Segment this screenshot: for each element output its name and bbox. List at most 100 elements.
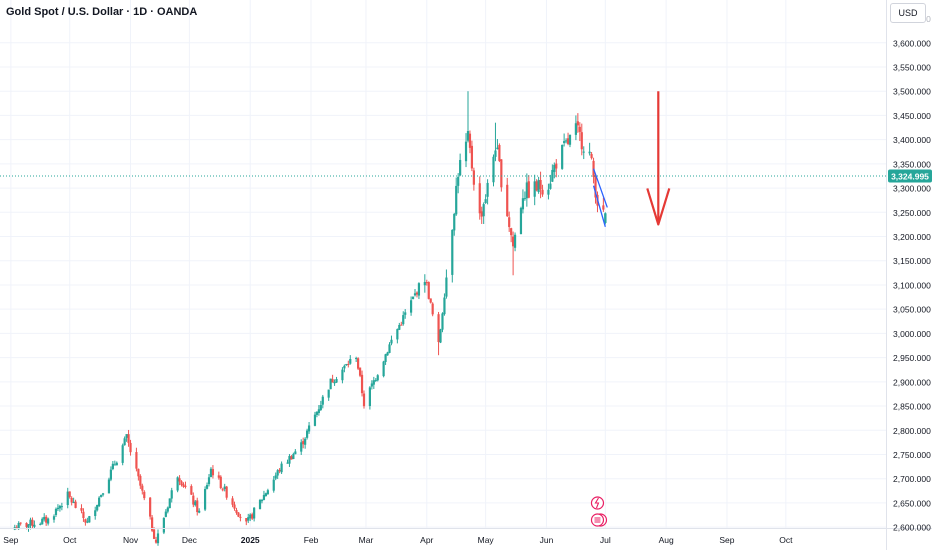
candle-body [569, 135, 571, 145]
candle-body [235, 510, 237, 513]
candle-body [129, 443, 131, 452]
grid-lines [0, 0, 886, 528]
candle-body [308, 425, 310, 431]
x-tick-label: 2025 [241, 535, 260, 545]
candle-body [27, 524, 29, 527]
candle-body [112, 464, 114, 469]
candle-body [143, 492, 145, 498]
candle-body [110, 470, 112, 480]
candle-body [424, 282, 426, 285]
candle-body [333, 382, 335, 383]
candle-body [373, 380, 375, 384]
currency-button[interactable]: USD [890, 3, 926, 23]
candle-body [604, 213, 606, 223]
candle-body [226, 487, 228, 498]
candle-body [590, 154, 592, 158]
candle-body [102, 493, 104, 494]
x-tick-label: Apr [420, 535, 433, 545]
candle-body [261, 500, 263, 501]
candle-body [469, 134, 471, 148]
x-tick-label: Jun [540, 535, 554, 545]
candle-body [190, 486, 192, 495]
candle-body [67, 492, 69, 505]
candle-body [96, 505, 98, 510]
candle-body [341, 370, 343, 381]
candle-body [398, 325, 400, 330]
candle-body [259, 500, 261, 509]
candle-body [575, 123, 577, 135]
candle-body [583, 152, 585, 153]
candle-body [426, 282, 428, 283]
candle-body [135, 452, 137, 469]
candle-body [410, 300, 412, 312]
candle-body [139, 476, 141, 486]
candle-body [165, 512, 167, 517]
candle-body [522, 198, 524, 209]
x-tick-label: Feb [304, 535, 319, 545]
candle-body [292, 454, 294, 459]
candle-body [547, 190, 549, 195]
candle-body [520, 208, 522, 234]
candle-body [171, 490, 173, 498]
candle-body [233, 505, 235, 509]
candle-body [251, 514, 253, 518]
candle-body [357, 358, 359, 368]
candle-body [494, 151, 496, 157]
candle-body [328, 390, 330, 398]
candle-body [359, 368, 361, 376]
candle-body [402, 315, 404, 324]
candle-body [122, 445, 124, 463]
y-tick-label: 3,050.000 [893, 305, 931, 315]
candle-body [218, 475, 220, 477]
candle-body [71, 498, 73, 502]
y-tick-label: 3,350.000 [893, 159, 931, 169]
candle-body [377, 375, 379, 380]
candle-body [288, 456, 290, 464]
candle-body [430, 298, 432, 302]
us-flag-event-icon [591, 514, 603, 526]
candle-body [55, 509, 57, 515]
candle-body [86, 522, 88, 523]
x-tick-label: Aug [659, 535, 674, 545]
x-tick-label: Mar [359, 535, 374, 545]
candle-body [192, 496, 194, 505]
candle-body [465, 142, 467, 162]
candle-body [155, 540, 157, 543]
candle-body [355, 358, 357, 359]
candle-body [579, 127, 581, 132]
candle-body [108, 480, 110, 494]
candle-body [549, 184, 551, 189]
candle-body [577, 121, 579, 125]
lightning-event-icon [591, 497, 603, 509]
candle-body [332, 379, 334, 382]
candle-body [277, 470, 279, 475]
candle-body [455, 186, 457, 214]
candle-body [416, 293, 418, 295]
candle-body [400, 325, 402, 326]
candle-body [245, 518, 247, 521]
candle-body [534, 181, 536, 196]
candle-body [473, 170, 475, 184]
candle-body [349, 359, 351, 364]
candle-body [182, 484, 184, 486]
candle-body [47, 519, 49, 524]
candle-body [479, 183, 481, 213]
candle-body [457, 177, 459, 186]
candle-body [443, 298, 445, 315]
candle-body [498, 145, 500, 161]
candle-body [59, 506, 61, 509]
candle-body [141, 486, 143, 491]
symbol-title[interactable]: Gold Spot / U.S. Dollar · 1D · OANDA [6, 6, 197, 18]
candle-body [94, 510, 96, 516]
candle-body [249, 515, 251, 519]
y-tick-label: 3,400.000 [893, 135, 931, 145]
candle-body [361, 375, 363, 393]
candle-body [306, 431, 308, 438]
candle-body [390, 340, 392, 344]
candle-body [492, 157, 494, 182]
candle-body [267, 490, 269, 494]
candle-body [194, 502, 196, 506]
